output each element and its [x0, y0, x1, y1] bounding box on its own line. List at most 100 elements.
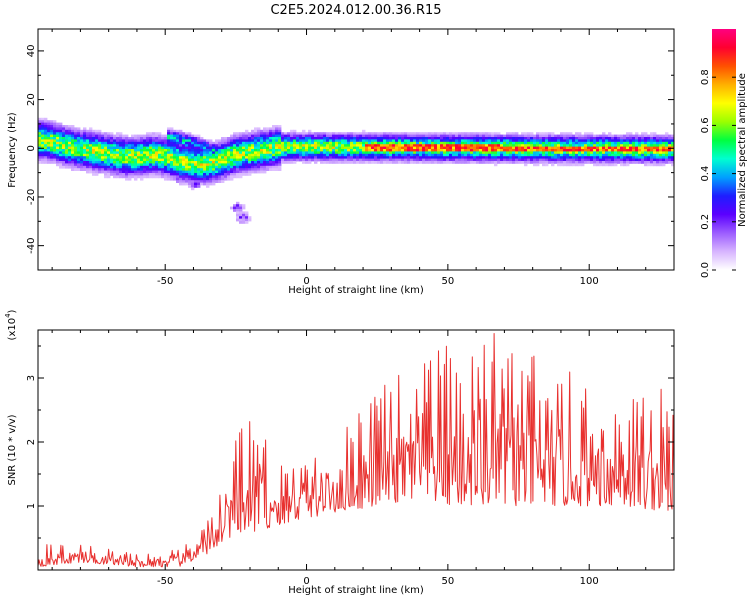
heatmap-cell — [92, 170, 96, 174]
heatmap-cell — [548, 153, 552, 157]
heatmap-cell — [383, 141, 387, 145]
heatmap-cell — [326, 139, 330, 143]
heatmap-cell — [551, 146, 555, 150]
heatmap-cell — [626, 134, 630, 138]
heatmap-cell — [287, 149, 291, 152]
heatmap-cell — [671, 158, 674, 162]
heatmap-cell — [155, 175, 159, 179]
heatmap-cell — [557, 146, 561, 150]
heatmap-cell — [62, 161, 66, 164]
heatmap-cell — [419, 141, 423, 145]
heatmap-cell — [641, 132, 645, 135]
heatmap-cell — [194, 180, 198, 183]
heatmap-cell — [89, 151, 93, 155]
heatmap-cell — [116, 173, 120, 176]
heatmap-cell — [572, 161, 576, 164]
heatmap-cell — [143, 146, 147, 150]
heatmap-cell — [380, 137, 384, 140]
heatmap-cell — [284, 158, 288, 162]
heatmap-cell — [155, 165, 159, 169]
heatmap-cell — [491, 132, 495, 135]
heatmap-cell — [503, 141, 507, 145]
heatmap-cell — [317, 132, 321, 135]
heatmap-cell — [248, 139, 252, 143]
heatmap-cell — [140, 173, 144, 176]
heatmap-cell — [290, 153, 294, 157]
heatmap-cell — [125, 177, 129, 181]
heatmap-cell — [521, 141, 525, 145]
heatmap-cell — [233, 170, 237, 174]
heatmap-cell — [278, 161, 282, 164]
heatmap-cell — [263, 165, 267, 169]
heatmap-cell — [347, 158, 351, 162]
heatmap-cell — [509, 158, 513, 162]
heatmap-cell — [215, 153, 219, 157]
heatmap-cell — [422, 156, 426, 159]
heatmap-cell — [236, 173, 240, 176]
heatmap-cell — [530, 134, 534, 138]
heatmap-cell — [440, 144, 444, 147]
heatmap-cell — [224, 175, 228, 179]
heatmap-cell — [182, 144, 186, 147]
heatmap-cell — [152, 134, 156, 138]
heatmap-cell — [254, 151, 258, 155]
heatmap-cell — [257, 158, 261, 162]
heatmap-cell — [104, 156, 108, 159]
heatmap-cell — [404, 151, 408, 155]
heatmap-cell — [566, 132, 570, 135]
heatmap-cell — [209, 151, 213, 155]
heatmap-cell — [563, 161, 567, 164]
heatmap-cell — [458, 139, 462, 143]
heatmap-cell — [203, 175, 207, 179]
heatmap-cell — [536, 141, 540, 145]
heatmap-cell — [560, 163, 564, 167]
heatmap-cell — [518, 158, 522, 162]
heatmap-cell — [332, 156, 336, 159]
heatmap-cell — [491, 158, 495, 162]
heatmap-cell — [38, 137, 42, 140]
heatmap-cell — [551, 137, 555, 140]
heatmap-cell — [602, 144, 606, 147]
heatmap-cell — [182, 163, 186, 167]
heatmap-cell — [146, 175, 150, 179]
heatmap-cell — [452, 144, 456, 147]
heatmap-cell — [395, 146, 399, 150]
heatmap-cell — [197, 144, 201, 147]
heatmap-cell — [656, 161, 660, 164]
heatmap-cell — [530, 158, 534, 162]
heatmap-cell — [434, 144, 438, 147]
heatmap-cell — [269, 129, 273, 133]
heatmap-cell — [404, 132, 408, 135]
heatmap-cell — [257, 151, 261, 155]
heatmap-cell — [299, 151, 303, 155]
heatmap-cell — [197, 177, 201, 181]
heatmap-cell — [464, 132, 468, 135]
heatmap-cell — [209, 158, 213, 162]
heatmap-cell — [650, 139, 654, 143]
heatmap-cell — [506, 137, 510, 140]
heatmap-cell — [83, 161, 87, 164]
heatmap-cell — [512, 156, 516, 159]
heatmap-cell — [431, 149, 435, 152]
heatmap-cell — [275, 158, 279, 162]
heatmap-cell — [146, 156, 150, 159]
colorbar-ticks: 0.00.20.40.60.8 — [700, 69, 736, 278]
heatmap-cell — [578, 161, 582, 164]
heatmap-cell — [620, 161, 624, 164]
heatmap-cell — [59, 163, 63, 167]
heatmap-cell — [635, 149, 639, 152]
heatmap-cell — [161, 158, 165, 162]
heatmap-cell — [575, 144, 579, 147]
heatmap-cell — [314, 146, 318, 150]
heatmap-cell — [398, 137, 402, 140]
heatmap-cell — [62, 146, 66, 150]
heatmap-cell — [152, 132, 156, 135]
heatmap-cell — [125, 149, 129, 152]
heatmap-cell — [266, 158, 270, 162]
heatmap-cell — [77, 153, 81, 157]
heatmap-cell — [524, 156, 528, 159]
heatmap-cell — [212, 151, 216, 155]
heatmap-cell — [299, 141, 303, 145]
heatmap-cell — [116, 168, 120, 171]
heatmap-cell — [464, 144, 468, 147]
